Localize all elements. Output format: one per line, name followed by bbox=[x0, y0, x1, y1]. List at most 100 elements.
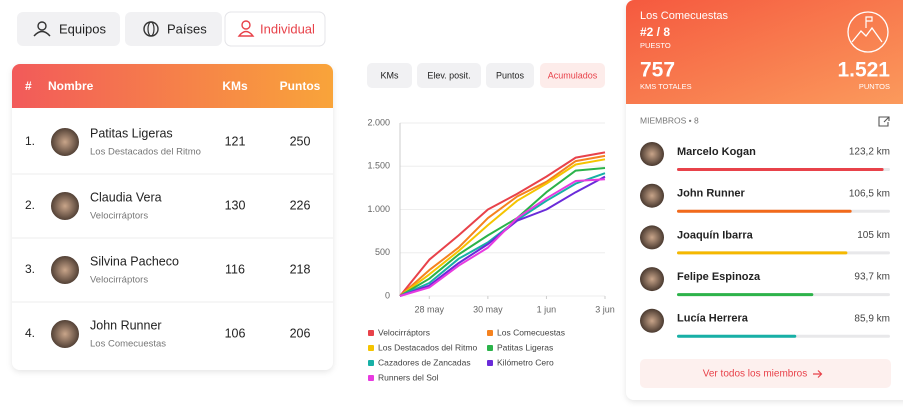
tab-bg[interactable] bbox=[17, 12, 120, 46]
team-name: Los Comecuestas bbox=[640, 10, 729, 22]
avatar bbox=[49, 190, 81, 222]
member-name: Joaquín Ibarra bbox=[677, 229, 754, 241]
team-card: Los Comecuestas #2 / 8 PUESTO 757 KMS TO… bbox=[626, 0, 903, 400]
athlete-team: Los Destacados del Ritmo bbox=[90, 147, 201, 158]
athlete-name: Claudia Vera bbox=[90, 190, 162, 204]
rank: 1. bbox=[25, 134, 35, 148]
series-line bbox=[399, 151, 606, 297]
icon bbox=[851, 26, 883, 43]
icon bbox=[33, 30, 51, 37]
y-tick-label: 500 bbox=[375, 247, 390, 257]
button-label[interactable]: Ver todos los miembros bbox=[703, 369, 808, 380]
icon bbox=[865, 16, 873, 28]
member-km: 105 km bbox=[857, 230, 890, 241]
chart-tab-label[interactable]: Puntos bbox=[496, 70, 525, 80]
icon bbox=[241, 20, 251, 30]
member-km: 106,5 km bbox=[849, 188, 890, 199]
rank: 2. bbox=[25, 198, 35, 212]
team-points: 1.521 bbox=[837, 59, 890, 82]
table-card bbox=[12, 64, 333, 370]
button-bg[interactable] bbox=[640, 359, 891, 388]
athlete-name: Patitas Ligeras bbox=[90, 126, 173, 140]
series-line bbox=[399, 178, 606, 297]
member-name: Marcelo Kogan bbox=[677, 146, 756, 158]
km-value: 106 bbox=[225, 326, 246, 340]
athlete-team: Velocirráptors bbox=[90, 211, 148, 222]
legend-label: Kilómetro Cero bbox=[497, 357, 554, 367]
team-badge bbox=[847, 11, 889, 53]
external-link-icon[interactable] bbox=[878, 116, 890, 127]
km-value: 121 bbox=[225, 134, 246, 148]
points-value: 226 bbox=[290, 198, 311, 212]
member-km: 85,9 km bbox=[854, 313, 890, 324]
y-tick-label: 0 bbox=[385, 290, 390, 300]
avatar bbox=[49, 126, 81, 158]
progress-bar bbox=[677, 251, 848, 255]
chart-tab[interactable] bbox=[486, 63, 534, 88]
km-total: 757 bbox=[640, 59, 675, 82]
avatar bbox=[49, 254, 81, 286]
legend-swatch bbox=[487, 345, 493, 351]
rank: 3. bbox=[25, 262, 35, 276]
x-tick-label: 1 jun bbox=[537, 304, 557, 314]
members-title: MIEMBROS • 8 bbox=[640, 115, 699, 125]
tab-label[interactable]: Países bbox=[167, 21, 207, 36]
legend-swatch bbox=[368, 360, 374, 366]
athlete-name: John Runner bbox=[90, 318, 162, 332]
points-value: 250 bbox=[290, 134, 311, 148]
chart-tab[interactable] bbox=[367, 63, 412, 88]
progress-bar bbox=[677, 293, 814, 297]
card-header bbox=[626, 0, 903, 104]
x-tick-label: 3 jun bbox=[595, 304, 615, 314]
ranking-table: # Nombre KMs Puntos 1. Patitas Ligeras Los… bbox=[12, 64, 333, 370]
legend-swatch bbox=[487, 360, 493, 366]
chart-tab-label[interactable]: Elev. posit. bbox=[427, 70, 470, 80]
legend-swatch bbox=[368, 375, 374, 381]
progress-bar bbox=[677, 209, 852, 213]
athlete-team: Los Comecuestas bbox=[90, 339, 166, 350]
athlete-name: Silvina Pacheco bbox=[90, 254, 179, 268]
avatar bbox=[640, 142, 664, 166]
progress-bar bbox=[677, 334, 797, 338]
member-name: Lucía Herrera bbox=[677, 313, 749, 325]
legend-swatch bbox=[487, 330, 493, 336]
header-cell: Puntos bbox=[280, 79, 321, 93]
table-header bbox=[12, 64, 333, 108]
tab-bg[interactable] bbox=[125, 12, 222, 46]
tab-bar: Equipos Países Individual bbox=[17, 11, 326, 47]
y-tick-label: 1.500 bbox=[367, 161, 390, 171]
chart-tab[interactable] bbox=[417, 63, 481, 88]
member-name: Felipe Espinoza bbox=[677, 271, 761, 283]
member-km: 93,7 km bbox=[854, 272, 890, 283]
icon bbox=[147, 21, 155, 37]
chart-tab-label[interactable]: Acumulados bbox=[548, 70, 598, 80]
points-value: 206 bbox=[290, 326, 311, 340]
icon bbox=[237, 30, 255, 37]
tab-label[interactable]: Equipos bbox=[59, 21, 106, 36]
legend-label: Runners del Sol bbox=[378, 372, 439, 382]
tab-bg[interactable] bbox=[224, 11, 326, 47]
chart-tab-label[interactable]: KMs bbox=[381, 70, 400, 80]
avatar bbox=[640, 183, 664, 208]
team-rank: #2 / 8 bbox=[640, 25, 670, 39]
y-tick-label: 2.000 bbox=[367, 117, 390, 127]
rank: 4. bbox=[25, 326, 35, 340]
icon bbox=[37, 21, 47, 31]
tab-label[interactable]: Individual bbox=[260, 21, 315, 36]
y-tick-label: 1.000 bbox=[367, 204, 390, 214]
series-line bbox=[399, 158, 606, 297]
km-total-label: KMS TOTALES bbox=[640, 82, 692, 91]
progress-bar bbox=[677, 168, 884, 171]
x-tick-label: 28 may bbox=[415, 304, 445, 314]
avatar bbox=[640, 267, 664, 292]
legend-label: Velocirráptors bbox=[378, 327, 430, 337]
member-name: John Runner bbox=[677, 188, 746, 200]
legend-label: Patitas Ligeras bbox=[497, 342, 553, 352]
legend-label: Los Destacados del Ritmo bbox=[378, 342, 477, 352]
km-value: 130 bbox=[225, 198, 246, 212]
km-value: 116 bbox=[225, 262, 245, 276]
chart-tab[interactable] bbox=[540, 63, 605, 88]
avatar bbox=[49, 318, 81, 350]
